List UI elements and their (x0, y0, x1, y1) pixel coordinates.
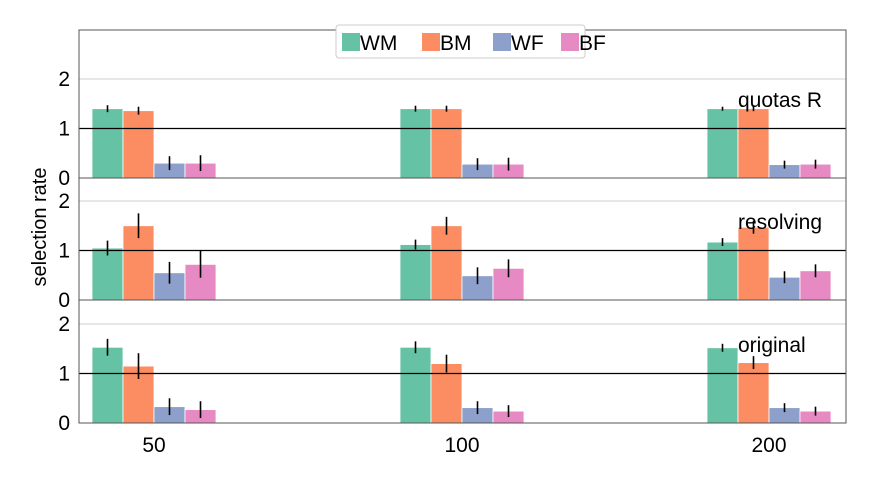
panels: 0 1 2 quotas R 0 1 2 resolving 0 1 2 original (58, 29, 847, 435)
bar-resolving-wm-100 (399, 244, 432, 301)
panel-title-quotas-r: quotas R (738, 89, 822, 112)
bar-resolving-wm-200 (706, 241, 739, 301)
y-tick-label-quotas-r-2: 2 (58, 68, 70, 91)
legend-swatch-bm (422, 33, 440, 51)
panel-frame-original (78, 299, 847, 424)
panel-title-original: original (738, 334, 806, 357)
y-tick-label-original-2: 2 (58, 313, 70, 336)
panel-title-resolving: resolving (738, 211, 822, 234)
legend-label-bf: BF (579, 32, 606, 55)
bar-quotas-r-bm-50 (122, 110, 155, 179)
legend-swatch-wf (493, 33, 511, 51)
panel-original: 0 1 2 original (58, 299, 847, 435)
bar-original-wm-100 (399, 346, 432, 424)
bar-resolving-bm-100 (430, 225, 463, 301)
bar-quotas-r-wm-50 (91, 108, 124, 179)
legend-label-wf: WF (511, 32, 544, 55)
x-tick-label-200: 200 (751, 434, 786, 457)
legend-box (335, 24, 586, 59)
panel-resolving: 0 1 2 resolving (58, 177, 847, 312)
legend: WM BM WF BF (335, 24, 606, 59)
y-tick-label-resolving-2: 2 (58, 190, 70, 213)
y-tick-label-resolving-1: 1 (58, 240, 70, 263)
x-tick-label-100: 100 (444, 434, 479, 457)
y-tick-label-resolving-0: 0 (58, 289, 70, 312)
bar-quotas-r-bm-100 (430, 108, 463, 179)
bar-quotas-r-bm-200 (737, 108, 770, 179)
y-tick-label-original-1: 1 (58, 363, 70, 386)
x-axis: 50 100 200 (142, 434, 786, 457)
legend-label-wm: WM (360, 32, 397, 55)
legend-swatch-wm (342, 33, 360, 51)
legend-label-bm: BM (440, 32, 472, 55)
bar-original-wm-50 (91, 346, 124, 424)
y-tick-label-quotas-r-1: 1 (58, 118, 70, 141)
bar-original-bm-200 (737, 362, 770, 424)
bar-quotas-r-wm-100 (399, 108, 432, 179)
y-tick-label-quotas-r-0: 0 (58, 167, 70, 190)
y-axis-label: selection rate (29, 168, 51, 287)
bar-original-wm-200 (706, 347, 739, 424)
bar-quotas-r-wm-200 (706, 108, 739, 179)
x-tick-label-50: 50 (142, 434, 165, 457)
bar-resolving-wm-50 (91, 247, 124, 301)
legend-swatch-bf (561, 33, 579, 51)
bar-resolving-bm-200 (737, 226, 770, 301)
y-tick-label-original-0: 0 (58, 412, 70, 435)
